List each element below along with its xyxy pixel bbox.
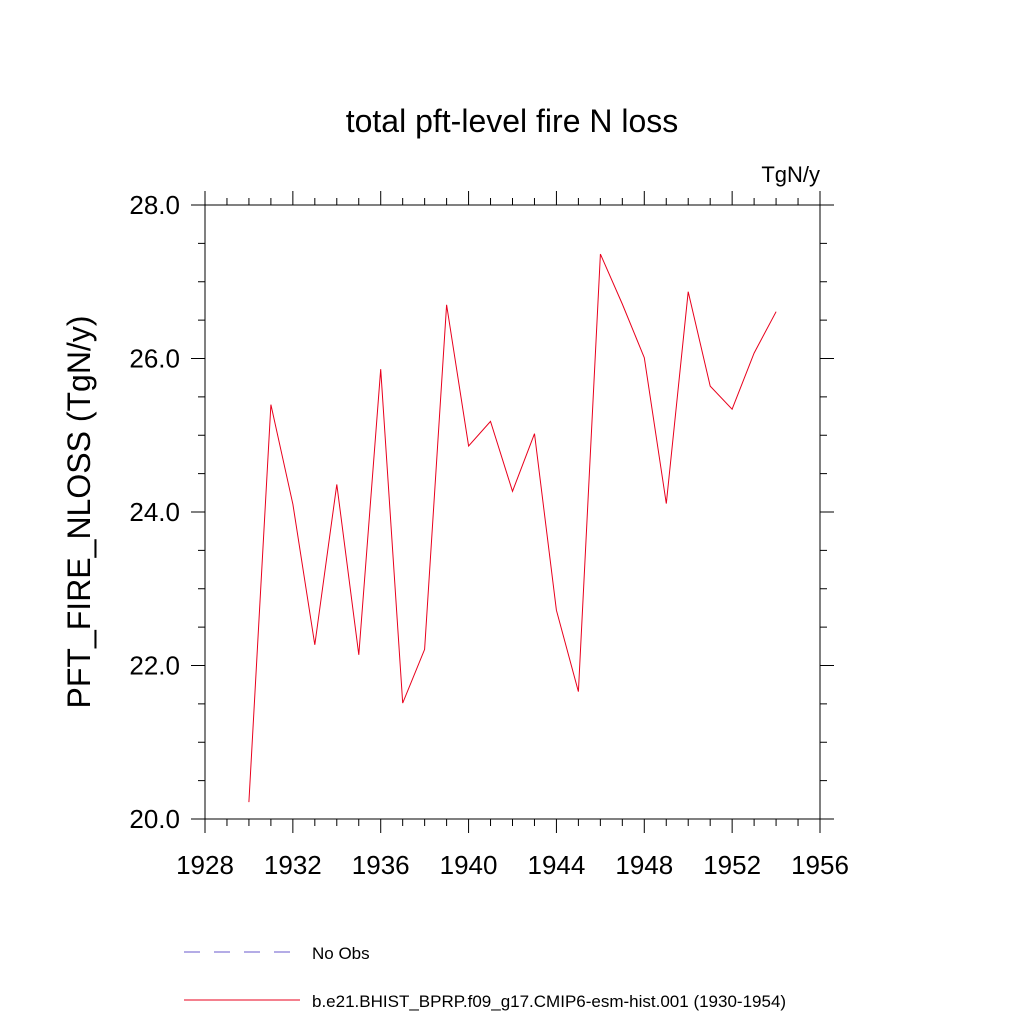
x-tick-label: 1928 [176,850,234,880]
legend-label: No Obs [312,944,370,963]
chart-title: total pft-level fire N loss [346,103,679,139]
x-tick-label: 1952 [703,850,761,880]
y-tick-label: 20.0 [129,804,180,834]
y-axis-ticks: 20.0 22.0 24.0 26.0 28.0 [129,190,834,834]
legend-label: b.e21.BHIST_BPRP.f09_g17.CMIP6-esm-hist.… [312,992,786,1011]
x-tick-label: 1940 [440,850,498,880]
x-tick-label: 1956 [791,850,849,880]
x-axis-ticks: 1928 1932 1936 1940 1944 1948 1952 1956 [176,191,849,880]
legend: No Obs b.e21.BHIST_BPRP.f09_g17.CMIP6-esm… [184,944,786,1011]
x-tick-label: 1948 [615,850,673,880]
units-label: TgN/y [761,162,820,187]
y-tick-label: 26.0 [129,344,180,374]
y-tick-label: 22.0 [129,651,180,681]
series-line [248,253,777,803]
plot-frame [204,204,821,820]
series-layer [248,253,777,803]
y-axis-label: PFT_FIRE_NLOSS (TgN/y) [61,316,97,709]
y-tick-label: 24.0 [129,497,180,527]
y-tick-label: 28.0 [129,190,180,220]
x-tick-label: 1936 [352,850,410,880]
x-tick-label: 1944 [528,850,586,880]
x-tick-label: 1932 [264,850,322,880]
